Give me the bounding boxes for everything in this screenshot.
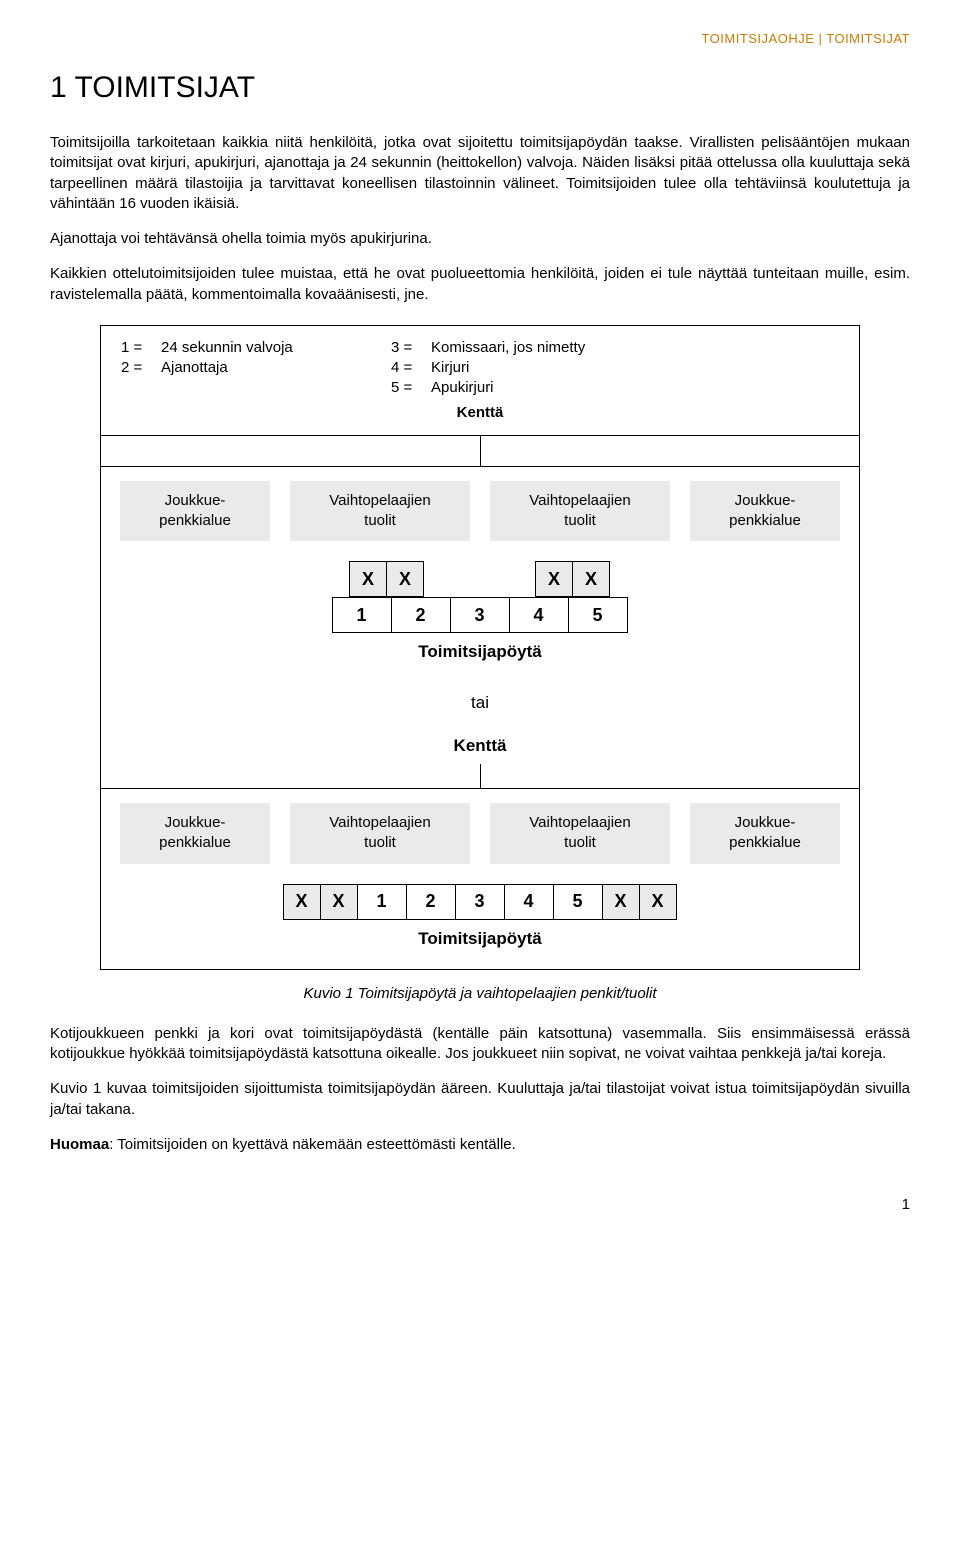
page-title: 1 TOIMITSIJAT xyxy=(50,68,910,109)
para-1: Toimitsijoilla tarkoitetaan kaikkia niit… xyxy=(50,133,910,214)
subs-left-2: Vaihtopelaajien tuolit xyxy=(290,803,470,864)
legend-val-4: Kirjuri xyxy=(431,358,661,378)
subs-right-2: Vaihtopelaajien tuolit xyxy=(490,803,670,864)
legend-key-5: 5 = xyxy=(391,378,431,398)
bench-right: Joukkue- penkkialue xyxy=(690,481,840,542)
legend-val-2: Ajanottaja xyxy=(161,358,391,378)
numcell: 4 xyxy=(509,597,569,633)
numcell: 2 xyxy=(406,884,456,920)
numcell: 2 xyxy=(391,597,451,633)
table-label-1: Toimitsijapöytä xyxy=(101,641,859,682)
numcell: 1 xyxy=(332,597,392,633)
numcell: 4 xyxy=(504,884,554,920)
bench-left: Joukkue- penkkialue xyxy=(120,481,270,542)
numcell: 3 xyxy=(450,597,510,633)
page-number: 1 xyxy=(50,1195,910,1215)
xcell: X xyxy=(386,561,424,597)
legend-key-2: 2 = xyxy=(121,358,161,378)
xcell: X xyxy=(639,884,677,920)
para-4: Kotijoukkueen penkki ja kori ovat toimit… xyxy=(50,1024,910,1065)
legend-key-4: 4 = xyxy=(391,358,431,378)
legend-val-1: 24 sekunnin valvoja xyxy=(161,338,391,358)
numcell: 3 xyxy=(455,884,505,920)
subs-left: Vaihtopelaajien tuolit xyxy=(290,481,470,542)
kentta-label-2: Kenttä xyxy=(101,735,859,764)
legend-val-3: Komissaari, jos nimetty xyxy=(431,338,661,358)
para-2: Ajanottaja voi tehtävänsä ohella toimia … xyxy=(50,229,910,249)
para-6-bold: Huomaa xyxy=(50,1136,109,1153)
numcell: 1 xyxy=(357,884,407,920)
legend-kentta-label: Kenttä xyxy=(121,403,839,423)
bench-left-2: Joukkue- penkkialue xyxy=(120,803,270,864)
xcell: X xyxy=(602,884,640,920)
xcell: X xyxy=(535,561,573,597)
header-breadcrumb: TOIMITSIJAOHJE | TOIMITSIJAT xyxy=(50,30,910,48)
para-6: Huomaa: Toimitsijoiden on kyettävä näkem… xyxy=(50,1135,910,1155)
xcell: X xyxy=(349,561,387,597)
legend-val-5: Apukirjuri xyxy=(431,378,661,398)
figure-caption: Kuvio 1 Toimitsijapöytä ja vaihtopelaaji… xyxy=(50,984,910,1004)
legend-box: 1 = 24 sekunnin valvoja 3 = Komissaari, … xyxy=(100,325,860,436)
numrow-2: X X 1 2 3 4 5 X X xyxy=(101,884,859,928)
numcell: 5 xyxy=(568,597,628,633)
kentta-stem-icon xyxy=(480,436,481,466)
diagram-1: Joukkue- penkkialue Vaihtopelaajien tuol… xyxy=(100,436,860,970)
legend-key-3: 3 = xyxy=(391,338,431,358)
para-6-rest: : Toimitsijoiden on kyettävä näkemään es… xyxy=(109,1136,516,1153)
bench-right-2: Joukkue- penkkialue xyxy=(690,803,840,864)
numcell: 5 xyxy=(553,884,603,920)
para-5: Kuvio 1 kuvaa toimitsijoiden sijoittumis… xyxy=(50,1079,910,1120)
numrow-1: 1 2 3 4 5 xyxy=(101,597,859,641)
xcell: X xyxy=(572,561,610,597)
kentta-stem-2-icon xyxy=(480,764,481,788)
xcell: X xyxy=(320,884,358,920)
para-3: Kaikkien ottelutoimitsijoiden tulee muis… xyxy=(50,264,910,305)
subs-right: Vaihtopelaajien tuolit xyxy=(490,481,670,542)
table-label-2: Toimitsijapöytä xyxy=(101,928,859,969)
xcell: X xyxy=(283,884,321,920)
legend-key-1: 1 = xyxy=(121,338,161,358)
or-label: tai xyxy=(101,682,859,735)
